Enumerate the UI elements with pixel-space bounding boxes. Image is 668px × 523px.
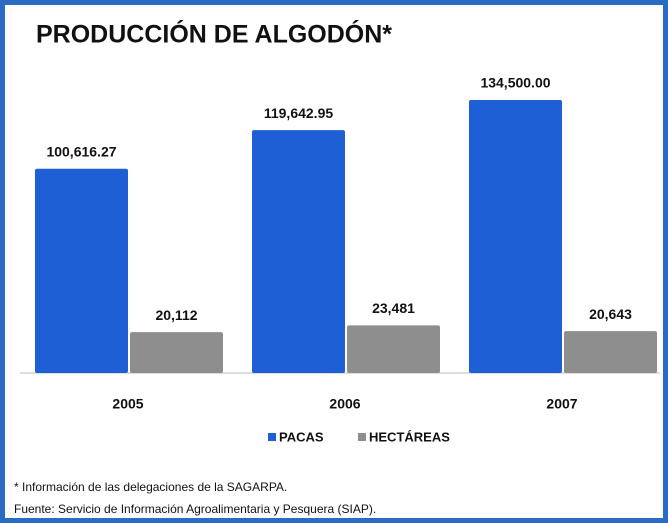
data-label: 134,500.00 [480, 75, 550, 91]
data-label: 20,112 [155, 307, 197, 323]
data-label: 20,643 [589, 306, 632, 322]
legend-swatch [358, 433, 366, 441]
legend-label: PACAS [279, 429, 324, 444]
x-tick-label: 2006 [329, 396, 360, 412]
bar [347, 325, 440, 373]
footnote: Fuente: Servicio de Información Agroalim… [14, 502, 376, 516]
bar [35, 168, 128, 373]
chart-title: PRODUCCIÓN DE ALGODÓN* [36, 19, 392, 49]
footnote: * Información de las delegaciones de la … [14, 480, 287, 494]
bar [130, 332, 223, 373]
bar [252, 130, 345, 373]
bar [469, 100, 562, 373]
legend-swatch [268, 433, 276, 441]
x-tick-label: 2007 [546, 396, 577, 412]
data-label: 119,642.95 [264, 105, 334, 121]
data-label: 23,481 [372, 300, 415, 316]
bar [564, 331, 657, 373]
x-tick-label: 2005 [112, 396, 143, 412]
legend-label: HECTÁREAS [369, 429, 450, 444]
data-label: 100,616.27 [46, 143, 116, 159]
